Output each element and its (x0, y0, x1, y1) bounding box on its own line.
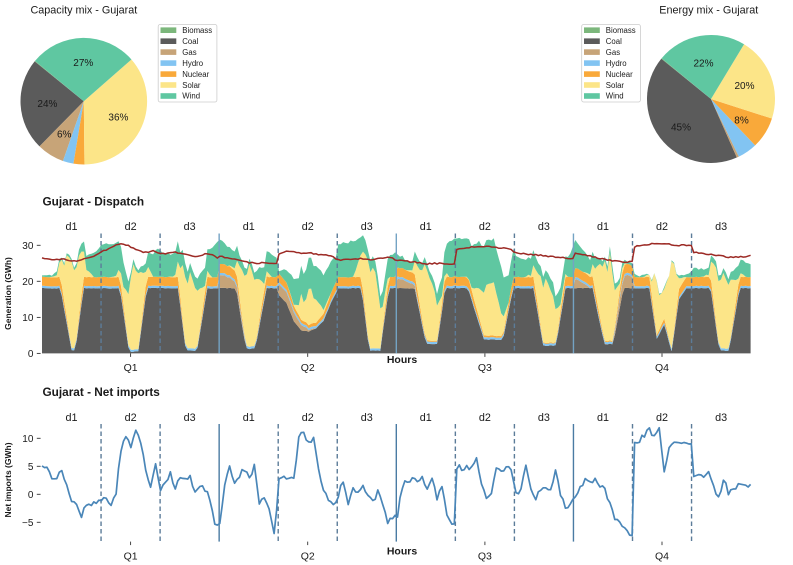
svg-text:d2: d2 (656, 412, 668, 424)
svg-text:6%: 6% (57, 130, 72, 141)
svg-text:d3: d3 (715, 412, 727, 424)
svg-text:0: 0 (28, 490, 34, 501)
svg-text:36%: 36% (108, 113, 128, 124)
svg-text:Generation (GWh): Generation (GWh) (3, 257, 13, 330)
svg-text:d1: d1 (65, 221, 77, 233)
svg-text:Q1: Q1 (124, 362, 138, 374)
svg-text:Wind: Wind (182, 92, 200, 101)
svg-text:45%: 45% (671, 123, 691, 134)
svg-text:27%: 27% (73, 58, 93, 69)
svg-text:d2: d2 (302, 221, 314, 233)
svg-text:Coal: Coal (182, 37, 198, 46)
svg-text:d3: d3 (184, 221, 196, 233)
svg-text:d3: d3 (538, 412, 550, 424)
svg-text:d1: d1 (420, 221, 432, 233)
svg-text:Q4: Q4 (655, 551, 669, 563)
svg-text:24%: 24% (37, 99, 57, 110)
svg-text:Hydro: Hydro (182, 59, 203, 68)
svg-text:d2: d2 (302, 412, 314, 424)
svg-text:8%: 8% (734, 116, 749, 127)
svg-text:d1: d1 (243, 412, 255, 424)
svg-text:Q2: Q2 (301, 551, 315, 563)
svg-text:Q3: Q3 (478, 362, 492, 374)
svg-text:Nuclear: Nuclear (182, 70, 209, 79)
svg-text:Gas: Gas (606, 48, 620, 57)
svg-text:Solar: Solar (182, 81, 201, 90)
svg-text:10: 10 (22, 313, 34, 324)
svg-text:d3: d3 (538, 221, 550, 233)
svg-text:Hydro: Hydro (606, 59, 627, 68)
svg-text:d2: d2 (479, 221, 491, 233)
svg-text:Nuclear: Nuclear (606, 70, 633, 79)
svg-text:d1: d1 (597, 412, 609, 424)
svg-text:Q4: Q4 (655, 362, 669, 374)
svg-text:d3: d3 (361, 412, 373, 424)
svg-text:d2: d2 (656, 221, 668, 233)
svg-text:d2: d2 (125, 412, 137, 424)
svg-text:d1: d1 (420, 412, 432, 424)
svg-text:d2: d2 (479, 412, 491, 424)
svg-text:Hours: Hours (387, 546, 417, 558)
svg-text:d3: d3 (184, 412, 196, 424)
svg-text:d2: d2 (125, 221, 137, 233)
svg-text:Wind: Wind (606, 92, 624, 101)
svg-text:0: 0 (28, 349, 34, 360)
svg-text:d3: d3 (361, 221, 373, 233)
svg-text:20: 20 (22, 277, 34, 288)
svg-text:Q3: Q3 (478, 551, 492, 563)
svg-text:Net imports (GWh): Net imports (GWh) (3, 442, 13, 517)
svg-text:Hours: Hours (387, 354, 417, 366)
svg-text:d1: d1 (597, 221, 609, 233)
svg-text:22%: 22% (693, 58, 713, 69)
svg-text:Gujarat - Dispatch: Gujarat - Dispatch (43, 195, 145, 209)
svg-text:Gujarat - Net imports: Gujarat - Net imports (43, 385, 161, 399)
svg-text:Q1: Q1 (124, 551, 138, 563)
svg-text:Solar: Solar (606, 81, 625, 90)
svg-text:d1: d1 (65, 412, 77, 424)
svg-text:Biomass: Biomass (182, 26, 212, 35)
svg-text:−5: −5 (22, 518, 34, 529)
svg-text:Q2: Q2 (301, 362, 315, 374)
svg-text:Capacity mix - Gujarat: Capacity mix - Gujarat (30, 4, 137, 16)
svg-text:30: 30 (22, 241, 34, 252)
svg-text:Energy mix - Gujarat: Energy mix - Gujarat (659, 4, 758, 16)
svg-text:20%: 20% (734, 81, 754, 92)
svg-text:d1: d1 (243, 221, 255, 233)
svg-text:10: 10 (22, 434, 34, 445)
svg-text:Coal: Coal (606, 37, 622, 46)
svg-text:Biomass: Biomass (606, 26, 636, 35)
svg-text:5: 5 (28, 462, 34, 473)
svg-text:Gas: Gas (182, 48, 196, 57)
svg-text:d3: d3 (715, 221, 727, 233)
